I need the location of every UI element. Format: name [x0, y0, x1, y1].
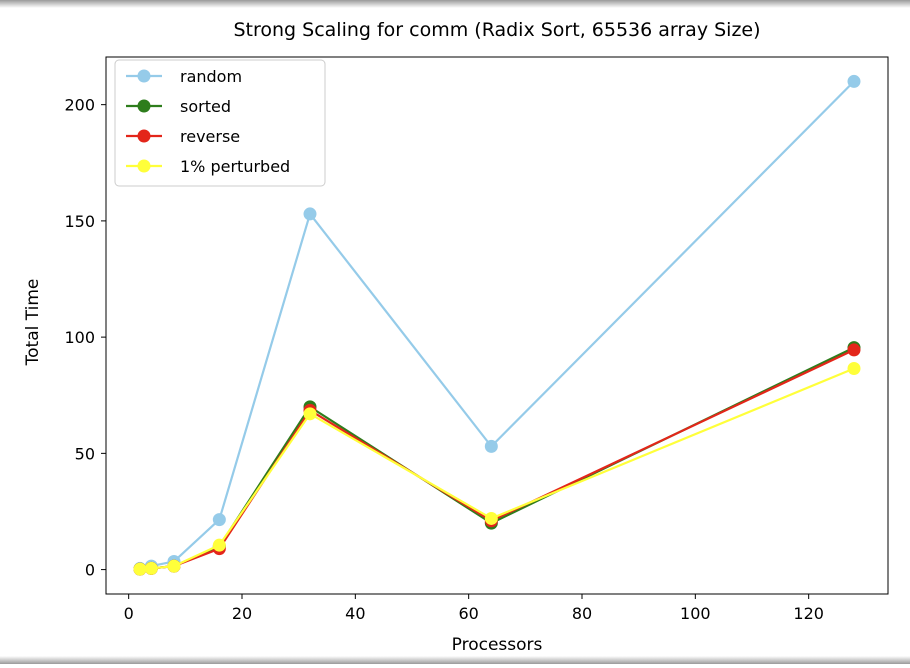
- top-shadow: [0, 0, 910, 8]
- x-tick-label: 20: [232, 604, 252, 623]
- bottom-shadow: [0, 656, 910, 664]
- legend-marker: [137, 129, 151, 143]
- x-tick-label: 40: [345, 604, 365, 623]
- series-reverse: [133, 343, 861, 576]
- y-tick-label: 100: [64, 328, 95, 347]
- data-point: [303, 207, 317, 221]
- data-point: [847, 74, 861, 88]
- x-axis-label: Processors: [452, 635, 543, 655]
- x-tick-label: 120: [793, 604, 824, 623]
- legend-label: 1% perturbed: [180, 157, 290, 176]
- legend: random sorted reverse 1% perturbed: [114, 59, 326, 187]
- data-point: [303, 407, 317, 421]
- legend-marker: [137, 159, 151, 173]
- x-axis: 0 20 40 60 80 100 120: [124, 594, 824, 623]
- data-point: [212, 538, 226, 552]
- legend-label: reverse: [180, 127, 240, 146]
- legend-label: random: [180, 67, 242, 86]
- series-line: [139, 346, 855, 571]
- y-tick-label: 0: [85, 561, 95, 580]
- y-tick-label: 150: [64, 212, 95, 231]
- legend-marker: [137, 99, 151, 113]
- series-line: [139, 348, 855, 571]
- x-tick-label: 60: [458, 604, 478, 623]
- series-layer: [133, 74, 861, 576]
- y-axis: 0 50 100 150 200: [64, 96, 106, 580]
- data-point: [484, 511, 498, 525]
- data-point: [133, 562, 147, 576]
- data-point: [847, 343, 861, 357]
- legend-box: [114, 59, 326, 187]
- data-point: [847, 362, 861, 376]
- plot-frame: [105, 56, 889, 595]
- x-tick-label: 0: [124, 604, 134, 623]
- y-tick-label: 200: [64, 96, 95, 115]
- legend-marker: [137, 69, 151, 83]
- chart-title: Strong Scaling for comm (Radix Sort, 655…: [233, 19, 760, 41]
- data-point: [484, 439, 498, 453]
- data-point: [167, 559, 181, 573]
- y-tick-label: 50: [75, 444, 95, 463]
- x-tick-label: 80: [572, 604, 592, 623]
- legend-label: sorted: [180, 97, 231, 116]
- y-axis-label: Total Time: [23, 279, 43, 367]
- data-point: [144, 561, 158, 575]
- x-tick-label: 100: [680, 604, 711, 623]
- series-sorted: [133, 341, 861, 576]
- series-1-perturbed: [133, 362, 861, 576]
- data-point: [212, 513, 226, 527]
